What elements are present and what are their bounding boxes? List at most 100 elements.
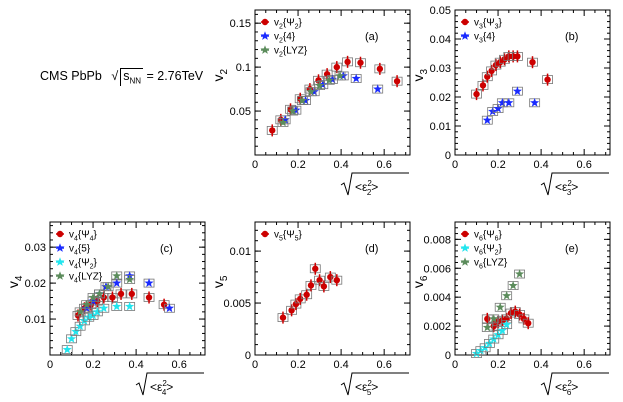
data-point — [128, 290, 136, 298]
y-tick-label: 0.15 — [230, 18, 251, 30]
data-point — [75, 307, 85, 316]
data-point — [512, 86, 522, 96]
data-point — [71, 326, 81, 336]
legend-label: v4{Ψ4} — [69, 230, 98, 243]
data-point — [144, 278, 154, 287]
data-point — [524, 319, 532, 327]
data-point — [504, 98, 514, 107]
plot-frame — [254, 9, 411, 156]
legend-label: v6{Ψ6} — [474, 230, 503, 243]
x-tick-label: 0 — [252, 159, 258, 171]
data-point — [482, 322, 492, 332]
x-tick-label: 0.4 — [333, 159, 348, 171]
y-tick-label: 0.1 — [236, 62, 251, 74]
data-point — [62, 344, 72, 354]
data-point — [473, 90, 480, 98]
legend: v5{Ψ5} — [261, 230, 303, 243]
y-tick-label: 0.004 — [423, 292, 451, 304]
data-point — [495, 302, 505, 312]
panel-tag: (e) — [565, 243, 578, 255]
x-axis-text: <ε2 5> — [355, 379, 378, 397]
y-tick-label: 0.02 — [430, 92, 451, 104]
legend-marker — [261, 230, 269, 238]
x-axis-label: <ε2 3> — [540, 172, 609, 197]
data-point — [373, 84, 383, 93]
data-point — [103, 281, 113, 291]
data-point — [497, 325, 507, 335]
y-tick-label: 0.04 — [430, 34, 451, 46]
data-point — [333, 63, 341, 71]
data-point — [112, 301, 122, 311]
sqrt-sign — [340, 372, 409, 396]
legend-label: v2{LYZ} — [274, 46, 308, 59]
legend-marker — [461, 230, 469, 238]
y-tick-label: 0.05 — [430, 5, 451, 17]
data-point — [324, 75, 334, 85]
data-point — [306, 86, 316, 96]
s-label: s — [123, 69, 130, 83]
y-tick-label: 0.05 — [230, 106, 251, 118]
collaboration-label: CMS PbPb — [40, 69, 102, 83]
data-point — [493, 103, 503, 113]
plot-frame — [454, 9, 611, 156]
data-point — [117, 290, 125, 298]
legend-label: v2{4} — [274, 32, 296, 45]
x-tick-label: 0.2 — [490, 359, 505, 371]
data-point — [502, 290, 512, 300]
data-point — [279, 314, 287, 321]
x-tick-label: 0.6 — [377, 359, 392, 371]
series-red — [277, 262, 343, 324]
x-tick-label: 0.4 — [128, 359, 143, 371]
legend-marker — [461, 18, 469, 26]
series-green — [74, 271, 136, 317]
x-axis-label: <ε2 5> — [340, 372, 409, 397]
x-tick-label: 0 — [47, 359, 53, 371]
data-point — [94, 289, 105, 298]
x-tick-label: 0.6 — [377, 159, 392, 171]
x-tick-label: 0 — [452, 159, 458, 171]
data-point — [514, 53, 521, 60]
data-point — [79, 316, 90, 325]
legend-label: v3{Ψ3} — [474, 18, 503, 31]
x-tick-label: 0.2 — [290, 359, 305, 371]
data-point — [100, 294, 108, 301]
legend-marker — [55, 243, 65, 252]
data-point — [88, 292, 98, 302]
data-point — [484, 315, 491, 323]
data-point — [125, 301, 135, 311]
x-tick-label: 0.6 — [577, 359, 592, 371]
y-tick-label: 0.01 — [230, 246, 251, 258]
legend-label: v6{LYZ} — [474, 258, 508, 271]
data-point — [489, 314, 499, 323]
data-point — [333, 276, 341, 284]
x-axis-label: <ε2 6> — [540, 372, 609, 397]
legend: v4{Ψ4}v4{5}v4{Ψ2}v4{LYZ} — [55, 230, 103, 285]
data-point — [112, 278, 122, 287]
legend-marker — [55, 257, 65, 266]
data-point — [99, 303, 109, 313]
data-point — [357, 59, 364, 66]
data-point — [320, 283, 328, 290]
legend-marker — [460, 31, 470, 40]
legend-marker — [55, 271, 65, 280]
data-point — [508, 280, 518, 290]
data-point — [125, 274, 135, 284]
x-tick-label: 0.2 — [290, 159, 305, 171]
y-tick-label: 0.002 — [423, 321, 451, 333]
legend-label: v4{Ψ2} — [69, 258, 98, 271]
x-axis-text: <ε2 3> — [555, 179, 578, 197]
x-tick-label: 0.2 — [490, 159, 505, 171]
data-point — [344, 58, 351, 66]
legend-marker — [460, 243, 470, 252]
panel-tag: (c) — [160, 243, 173, 255]
legend-marker — [460, 257, 470, 266]
data-point — [393, 77, 401, 85]
sqrt-sign — [135, 372, 204, 396]
sqrt-snn: sNN — [120, 68, 144, 86]
panel-b: 0 0.2 0.4 0.6 0 0.01 0.02 0.03 0.04 0.05 v3 <ε2 3> (b… — [410, 5, 611, 197]
data-point — [335, 71, 345, 80]
x-axis-label: <ε2 2> — [340, 172, 409, 197]
collaboration-heading: CMS PbPb √ sNN = 2.76TeV — [40, 68, 203, 86]
